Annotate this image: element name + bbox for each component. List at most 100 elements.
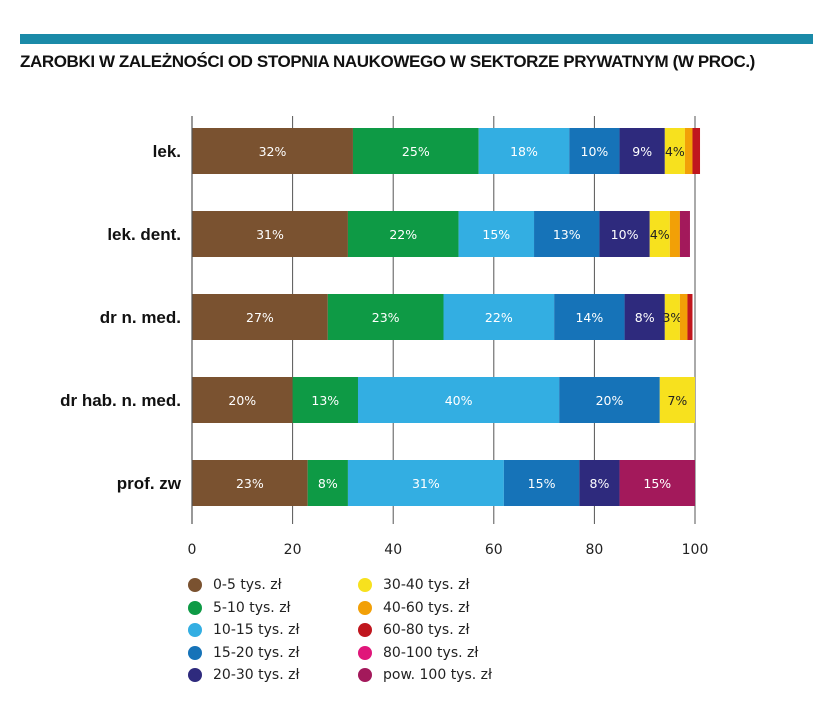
x-tick-label: 20 <box>284 542 302 558</box>
bar-segment <box>192 128 353 174</box>
data-label: 8% <box>318 476 338 491</box>
data-label: 20% <box>228 393 256 408</box>
category-label: lek. <box>153 142 181 161</box>
category-label: dr hab. n. med. <box>60 391 181 410</box>
bar-segment <box>569 128 620 174</box>
legend-swatch <box>188 645 202 660</box>
data-label: 22% <box>389 227 417 242</box>
legend-swatch <box>358 668 372 682</box>
legend-item: 5-10 tys. zł <box>188 597 291 619</box>
bar-segment <box>192 460 308 506</box>
bar-segment <box>619 128 665 174</box>
legend-label: 5-10 tys. zł <box>213 599 291 616</box>
legend-item: 60-80 tys. zł <box>358 619 469 641</box>
data-label: 13% <box>311 393 339 408</box>
data-label: 31% <box>256 227 284 242</box>
x-axis: 0 20 40 60 80 100 <box>188 116 709 558</box>
bar-segment <box>503 460 580 506</box>
data-label: 32% <box>259 144 287 159</box>
legend-swatch <box>358 600 372 615</box>
data-label: 23% <box>236 476 264 491</box>
bar-segment <box>579 460 620 506</box>
data-label: 8% <box>635 310 655 325</box>
data-label: 14% <box>575 310 603 325</box>
legend-swatch <box>358 623 372 637</box>
legend-label: 30-40 tys. zł <box>383 577 470 593</box>
x-tick-label: 80 <box>585 542 603 558</box>
legend-item: 30-40 tys. zł <box>358 574 469 596</box>
legend-label: 15-20 tys. zł <box>213 644 300 661</box>
data-label: 18% <box>510 144 538 159</box>
bar-segment <box>458 211 535 257</box>
x-tick-label: 40 <box>384 542 402 558</box>
legend-swatch <box>188 623 202 637</box>
bar-segment <box>327 294 444 340</box>
legend-swatch <box>188 600 202 615</box>
legend-swatch <box>358 578 372 592</box>
data-label: 7% <box>667 393 687 408</box>
bar-segment <box>659 377 695 423</box>
data-label: 23% <box>372 310 400 325</box>
data-label: 22% <box>485 310 513 325</box>
bar-segment <box>664 128 685 174</box>
data-label: 10% <box>611 227 639 242</box>
data-label: 10% <box>581 144 609 159</box>
bar-segment <box>649 211 670 257</box>
legend-label: 10-15 tys. zł <box>213 622 300 638</box>
legend-label: 40-60 tys. zł <box>383 599 470 616</box>
bar-segment <box>292 377 358 423</box>
bar-segment <box>192 211 348 257</box>
bar-segment <box>559 377 660 423</box>
legend-item: pow. 100 tys. zł <box>358 664 492 686</box>
data-label: 40% <box>445 393 473 408</box>
legend-label: 60-80 tys. zł <box>383 622 470 638</box>
category-label: lek. dent. <box>107 225 181 244</box>
chart-title: ZAROBKI W ZALEŻNOŚCI OD STOPNIA NAUKOWEG… <box>20 52 755 71</box>
x-tick-label: 60 <box>485 542 503 558</box>
data-label: 15% <box>643 476 671 491</box>
data-label: 15% <box>528 476 556 491</box>
category-label: prof. zw <box>117 474 182 493</box>
bar-segment <box>307 460 348 506</box>
legend-item: 15-20 tys. zł <box>188 642 299 664</box>
bar-segment <box>664 294 680 340</box>
data-label: 27% <box>246 310 274 325</box>
data-label: 25% <box>402 144 430 159</box>
data-label: 13% <box>553 227 581 242</box>
bar-segment <box>692 128 701 174</box>
legend-label: pow. 100 tys. zł <box>383 667 492 683</box>
bar-segment <box>687 294 693 340</box>
bar-segment <box>352 128 479 174</box>
bar-segment <box>192 294 328 340</box>
bar-segment <box>669 211 680 257</box>
bar-segment <box>347 211 459 257</box>
legend-swatch <box>358 645 372 660</box>
bar-segment <box>534 211 600 257</box>
bar-segment <box>554 294 625 340</box>
category-label: dr n. med. <box>100 308 181 327</box>
bar-segment <box>357 377 560 423</box>
stacked-bar-chart: 32% 25% 18% 10% 9% 4% 31% 22% 15% 13% 10% 4% 27% 23% 2… <box>60 116 709 558</box>
bar-segment <box>443 294 555 340</box>
bar-segment <box>679 294 688 340</box>
legend-label: 80-100 tys. zł <box>383 644 479 661</box>
legend-item: 20-30 tys. zł <box>188 664 299 686</box>
data-label: 4% <box>665 144 685 159</box>
data-label: 3% <box>662 310 682 325</box>
data-label: 4% <box>650 227 670 242</box>
legend-swatch <box>188 668 202 682</box>
bar-segment <box>599 211 650 257</box>
data-label: 9% <box>632 144 652 159</box>
category-labels: lek. lek. dent. dr n. med. dr hab. n. med. p… <box>60 142 182 493</box>
x-tick-label: 0 <box>188 542 197 558</box>
bar-segment <box>684 128 693 174</box>
title-accent-bar <box>20 34 813 44</box>
bar-segment <box>619 460 695 506</box>
bar-segment <box>192 377 293 423</box>
x-tick-label: 100 <box>682 542 709 558</box>
data-label: 8% <box>590 476 610 491</box>
bar-segment <box>478 128 570 174</box>
bars: 32% 25% 18% 10% 9% 4% 31% 22% 15% 13% 10% 4% 27% 23% 2… <box>192 128 701 506</box>
bar-segment <box>347 460 504 506</box>
bar-segment <box>679 211 690 257</box>
